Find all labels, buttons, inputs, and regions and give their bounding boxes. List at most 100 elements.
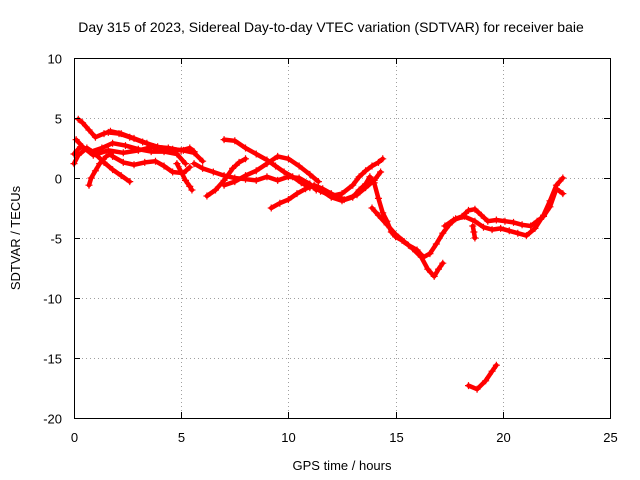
data-point	[449, 216, 457, 224]
data-point	[91, 167, 99, 175]
data-point	[169, 168, 177, 176]
data-point	[74, 115, 82, 123]
data-point	[368, 204, 376, 212]
data-point	[181, 160, 189, 168]
data-point	[497, 224, 505, 232]
data-point	[306, 181, 314, 189]
data-point	[109, 139, 117, 147]
series-arc-3	[71, 145, 132, 184]
series-arc-12	[221, 154, 321, 188]
data-point	[527, 222, 535, 230]
data-point	[492, 361, 500, 369]
data-point	[366, 173, 374, 181]
data-point	[484, 217, 492, 225]
data-point	[134, 146, 142, 154]
data-point	[470, 228, 478, 236]
data-point	[338, 197, 346, 205]
data-point	[370, 179, 378, 187]
data-point	[488, 226, 496, 234]
data-point	[263, 160, 271, 168]
data-point	[540, 211, 548, 219]
data-point	[432, 240, 440, 248]
data-point	[374, 194, 382, 202]
data-point	[186, 163, 194, 171]
data-point	[199, 164, 207, 172]
data-point	[374, 158, 382, 166]
data-point	[119, 149, 127, 157]
data-point	[272, 162, 280, 170]
y-tick-label: 10	[48, 52, 62, 67]
x-tick-label: 10	[281, 430, 295, 445]
data-point	[480, 223, 488, 231]
data-point	[284, 155, 292, 163]
data-point	[220, 136, 228, 144]
data-point	[102, 152, 110, 160]
x-tick-label: 0	[71, 430, 78, 445]
data-point	[109, 166, 117, 174]
data-point	[505, 227, 513, 235]
data-point	[121, 142, 129, 150]
data-point	[154, 143, 162, 151]
data-point	[199, 157, 207, 165]
data-point	[546, 197, 554, 205]
data-point	[74, 151, 82, 159]
data-point	[177, 168, 185, 176]
data-point	[235, 158, 243, 166]
data-point	[295, 176, 303, 184]
y-tick-label: -10	[43, 292, 62, 307]
data-point	[441, 222, 449, 230]
x-tick-label: 20	[496, 430, 510, 445]
data-point	[289, 173, 297, 181]
data-point	[130, 161, 138, 169]
y-tick-labels: 10 5 0 -5 -10 -15 -20	[43, 52, 62, 427]
data-point	[434, 265, 442, 273]
data-point	[314, 178, 322, 186]
data-point	[460, 212, 468, 220]
data-point	[72, 136, 80, 144]
data-point	[85, 126, 93, 134]
y-tick-label: -20	[43, 412, 62, 427]
data-point	[79, 119, 87, 127]
data-point	[117, 172, 125, 180]
data-point	[209, 168, 217, 176]
data-point	[522, 232, 530, 240]
data-point	[91, 133, 99, 141]
gridlines	[74, 58, 610, 418]
data-point	[439, 259, 447, 267]
data-point	[464, 382, 472, 390]
data-point	[327, 193, 335, 201]
data-point	[392, 230, 400, 238]
data-point	[186, 182, 194, 190]
data-point	[242, 155, 250, 163]
data-point	[430, 272, 438, 280]
data-point	[231, 137, 239, 145]
data-point	[242, 172, 250, 180]
data-point	[126, 133, 134, 141]
data-point	[473, 385, 481, 393]
data-point	[109, 152, 117, 160]
data-point	[379, 209, 387, 217]
data-point	[383, 221, 391, 229]
data-point	[87, 174, 95, 182]
data-point	[267, 204, 275, 212]
data-point	[252, 150, 260, 158]
data-point	[242, 144, 250, 152]
data-point	[471, 205, 479, 213]
y-tick-label: 5	[55, 112, 62, 127]
data-point	[338, 190, 346, 198]
data-point	[477, 211, 485, 219]
data-point	[426, 250, 434, 258]
data-point	[471, 217, 479, 225]
data-point	[355, 173, 363, 181]
data-point	[126, 178, 134, 186]
data-point	[276, 199, 284, 207]
data-point	[464, 206, 472, 214]
data-point	[302, 185, 310, 193]
data-point	[231, 178, 239, 186]
x-tick-label: 5	[178, 430, 185, 445]
series-arc-15	[318, 174, 566, 260]
data-point	[139, 138, 147, 146]
data-point	[293, 190, 301, 198]
chart-title: Day 315 of 2023, Sidereal Day-to-day VTE…	[78, 19, 584, 35]
